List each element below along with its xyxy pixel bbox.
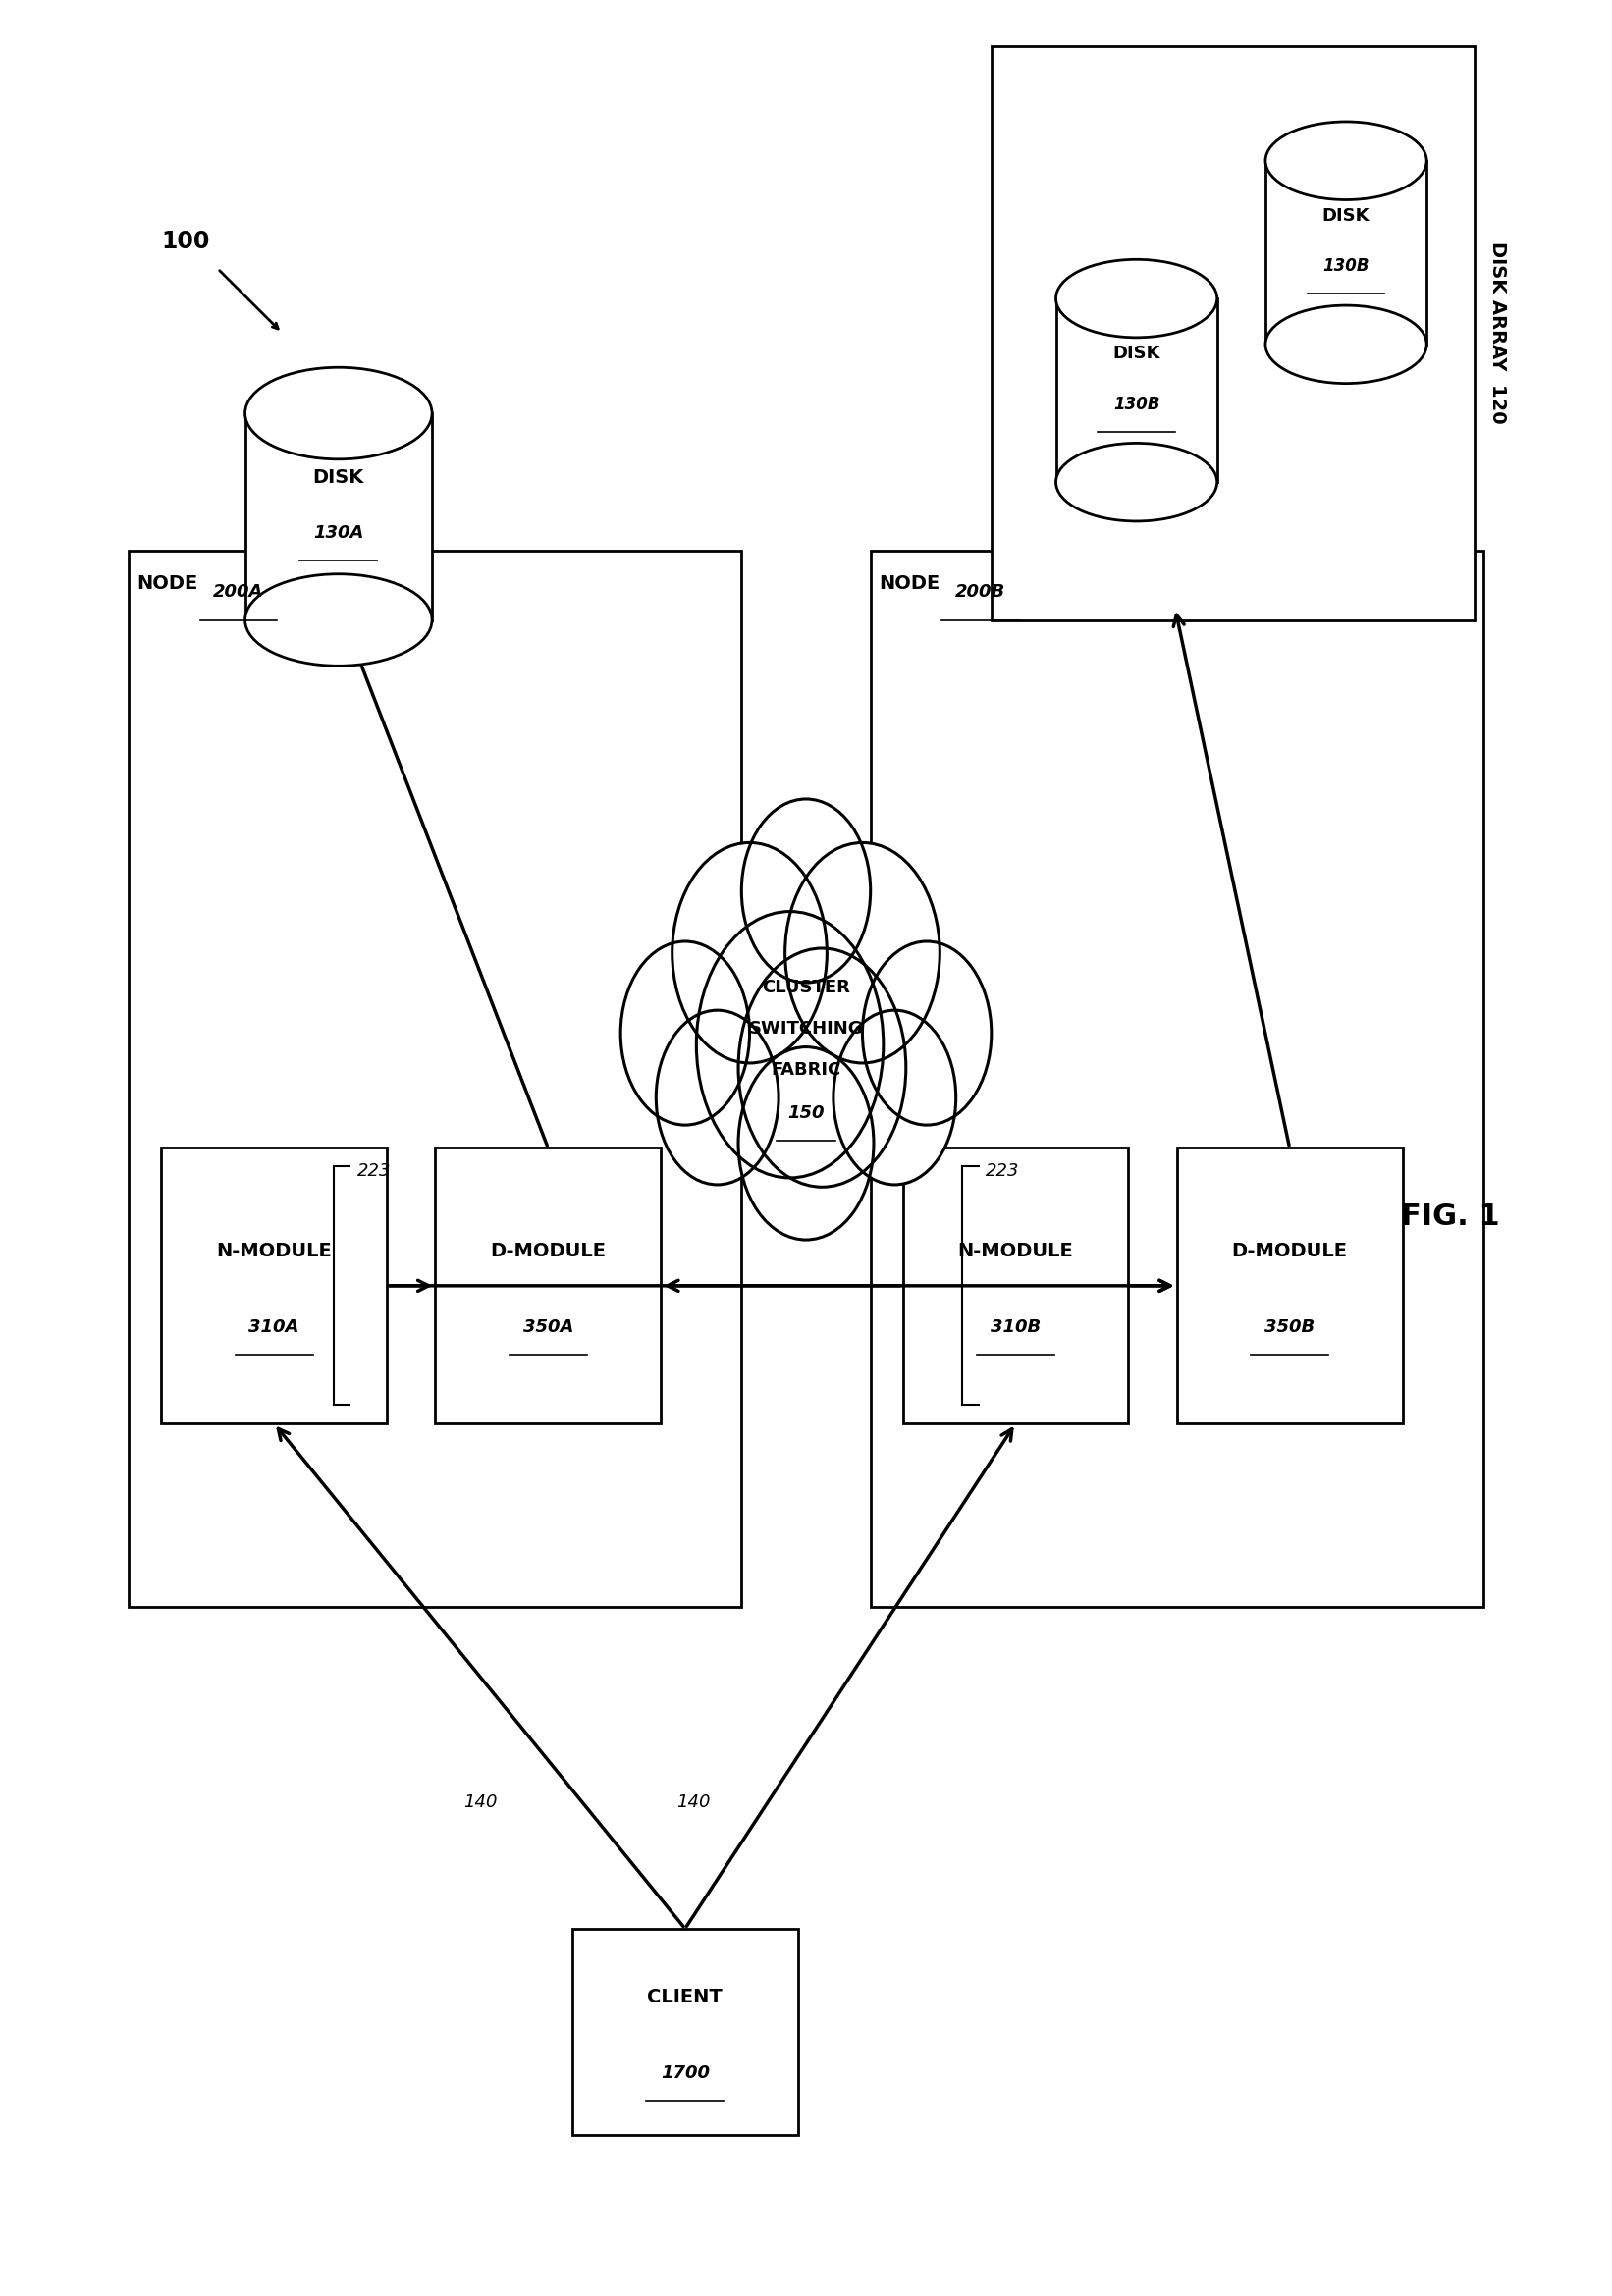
- Text: 223: 223: [356, 1162, 392, 1180]
- Text: 310A: 310A: [248, 1318, 300, 1336]
- Text: 223: 223: [985, 1162, 1020, 1180]
- Bar: [991, 46, 1475, 620]
- Circle shape: [738, 948, 906, 1187]
- Bar: [245, 413, 432, 620]
- Text: D-MODULE: D-MODULE: [490, 1242, 606, 1261]
- Circle shape: [738, 1047, 874, 1240]
- Text: 310B: 310B: [990, 1318, 1041, 1336]
- Ellipse shape: [245, 574, 432, 666]
- Circle shape: [696, 912, 883, 1178]
- Text: CLUSTER: CLUSTER: [762, 978, 850, 996]
- Circle shape: [621, 941, 750, 1125]
- Text: DISK: DISK: [1322, 207, 1370, 225]
- Ellipse shape: [245, 367, 432, 459]
- Ellipse shape: [1265, 305, 1427, 383]
- Text: 350A: 350A: [522, 1318, 574, 1336]
- Text: NODE: NODE: [879, 574, 940, 592]
- Text: 200B: 200B: [954, 583, 1006, 602]
- Bar: [870, 551, 1483, 1607]
- Circle shape: [656, 1010, 779, 1185]
- Text: N-MODULE: N-MODULE: [216, 1242, 332, 1261]
- Ellipse shape: [1056, 259, 1217, 338]
- Ellipse shape: [1056, 443, 1217, 521]
- Text: DISK: DISK: [313, 468, 364, 487]
- Text: FABRIC: FABRIC: [771, 1061, 841, 1079]
- Bar: [129, 551, 742, 1607]
- Bar: [903, 1148, 1128, 1424]
- Bar: [1265, 161, 1427, 344]
- Text: N-MODULE: N-MODULE: [958, 1242, 1074, 1261]
- Bar: [1056, 298, 1217, 482]
- Text: DISK ARRAY  120: DISK ARRAY 120: [1488, 241, 1507, 425]
- Circle shape: [742, 799, 870, 983]
- Text: D-MODULE: D-MODULE: [1232, 1242, 1348, 1261]
- Circle shape: [833, 1010, 956, 1185]
- Text: FIG. 1: FIG. 1: [1401, 1203, 1501, 1231]
- Bar: [435, 1148, 661, 1424]
- Circle shape: [672, 843, 827, 1063]
- Bar: [1177, 1148, 1402, 1424]
- Text: SWITCHING: SWITCHING: [748, 1019, 864, 1038]
- Ellipse shape: [1265, 122, 1427, 200]
- Bar: [572, 1929, 798, 2135]
- Text: 130B: 130B: [1323, 257, 1369, 276]
- Text: 140: 140: [675, 1793, 711, 1812]
- Text: 140: 140: [463, 1793, 498, 1812]
- Text: 130B: 130B: [1114, 395, 1159, 413]
- Bar: [161, 1148, 387, 1424]
- Text: 200A: 200A: [213, 583, 264, 602]
- Circle shape: [862, 941, 991, 1125]
- Text: 100: 100: [161, 230, 210, 253]
- Text: CLIENT: CLIENT: [648, 1988, 722, 2007]
- Text: NODE: NODE: [137, 574, 198, 592]
- Circle shape: [785, 843, 940, 1063]
- Text: 1700: 1700: [661, 2064, 709, 2082]
- Text: 130A: 130A: [313, 523, 364, 542]
- Text: 350B: 350B: [1264, 1318, 1315, 1336]
- Text: 150: 150: [788, 1104, 824, 1123]
- Text: DISK: DISK: [1112, 344, 1161, 363]
